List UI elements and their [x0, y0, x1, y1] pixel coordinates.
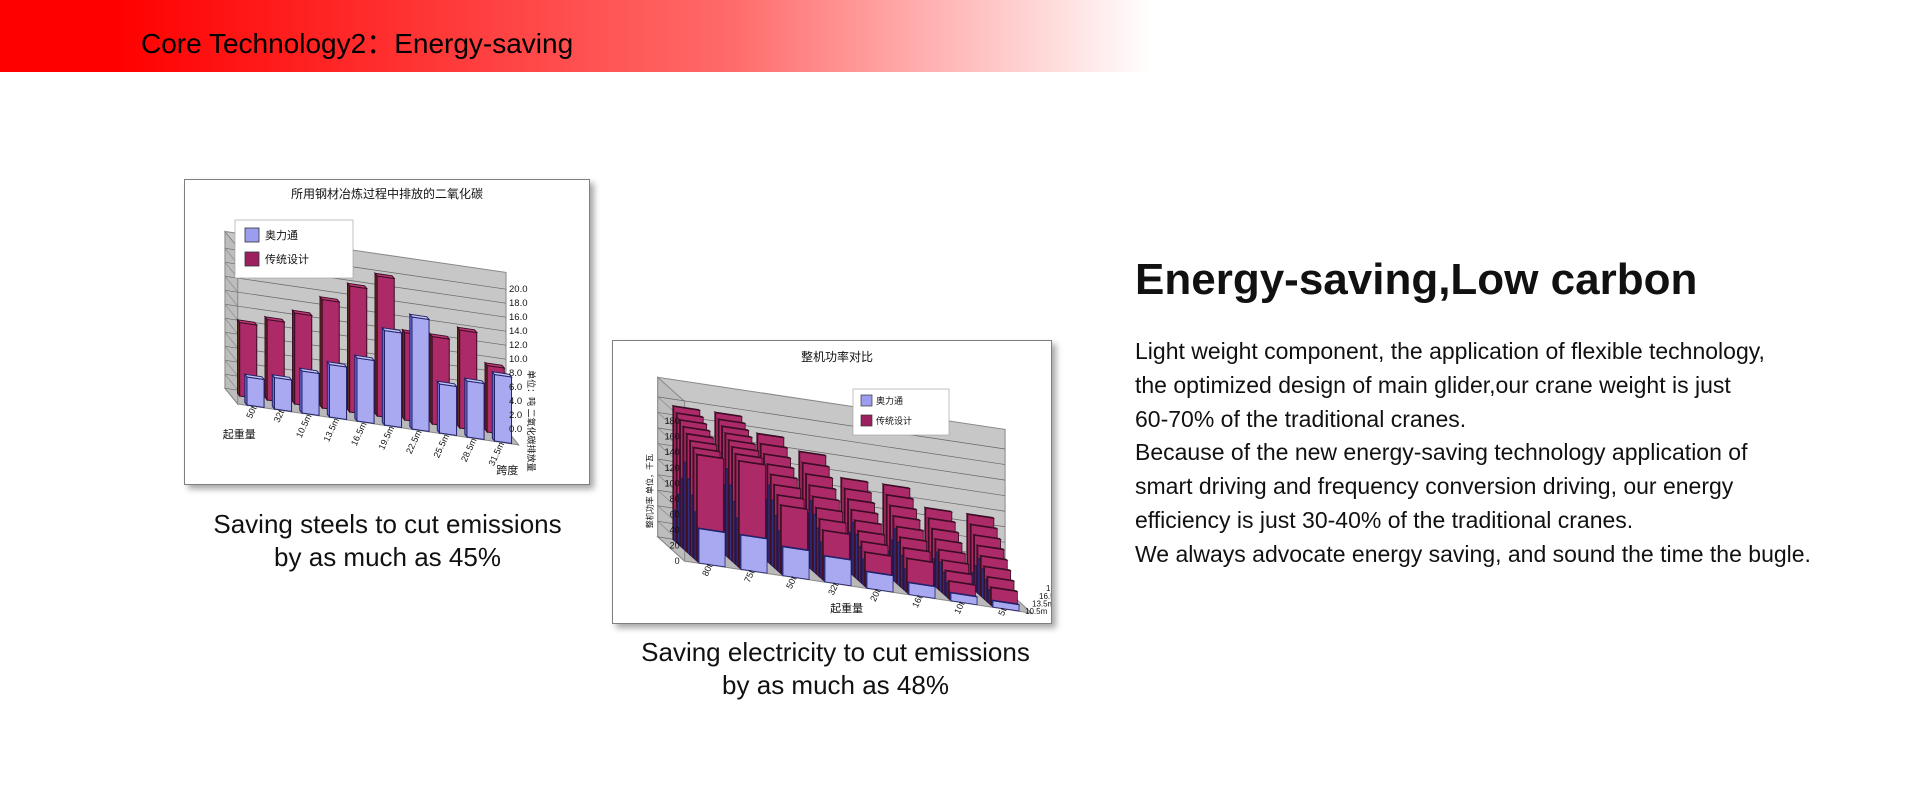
- svg-text:0: 0: [675, 556, 680, 566]
- svg-text:起重量: 起重量: [223, 427, 256, 441]
- svg-text:100: 100: [665, 478, 680, 488]
- svg-text:10.0: 10.0: [509, 354, 528, 365]
- svg-text:120: 120: [665, 463, 680, 473]
- svg-text:19.5m: 19.5m: [1046, 584, 1051, 593]
- svg-text:20: 20: [670, 541, 680, 551]
- svg-text:8.0: 8.0: [509, 368, 522, 379]
- svg-text:奥力通: 奥力通: [876, 395, 903, 406]
- svg-text:60: 60: [670, 509, 680, 519]
- svg-text:40: 40: [670, 525, 680, 535]
- svg-text:20.0: 20.0: [509, 284, 528, 295]
- svg-text:12.0: 12.0: [509, 340, 528, 351]
- svg-text:整机功率对比: 整机功率对比: [801, 349, 873, 364]
- svg-text:起重量: 起重量: [830, 601, 863, 615]
- svg-text:传统设计: 传统设计: [265, 253, 309, 266]
- svg-text:0.0: 0.0: [509, 424, 522, 435]
- svg-text:6.0: 6.0: [509, 382, 522, 393]
- svg-text:所用钢材冶炼过程中排放的二氧化碳: 所用钢材冶炼过程中排放的二氧化碳: [291, 186, 483, 201]
- svg-text:14.0: 14.0: [509, 326, 528, 337]
- svg-text:180: 180: [665, 416, 680, 426]
- svg-text:传统设计: 传统设计: [876, 415, 912, 426]
- svg-text:单位：吨 二氧化碳排放量: 单位：吨 二氧化碳排放量: [526, 370, 537, 472]
- svg-text:整机功率 单位，千瓦: 整机功率 单位，千瓦: [645, 454, 655, 528]
- svg-text:4.0: 4.0: [509, 396, 522, 407]
- svg-text:16.0: 16.0: [509, 312, 528, 323]
- svg-text:跨度: 跨度: [496, 463, 518, 477]
- svg-text:140: 140: [665, 447, 680, 457]
- svg-text:80: 80: [670, 494, 680, 504]
- svg-text:奥力通: 奥力通: [265, 228, 298, 242]
- svg-text:160: 160: [665, 432, 680, 442]
- svg-text:2.0: 2.0: [509, 410, 522, 421]
- svg-text:18.0: 18.0: [509, 298, 528, 309]
